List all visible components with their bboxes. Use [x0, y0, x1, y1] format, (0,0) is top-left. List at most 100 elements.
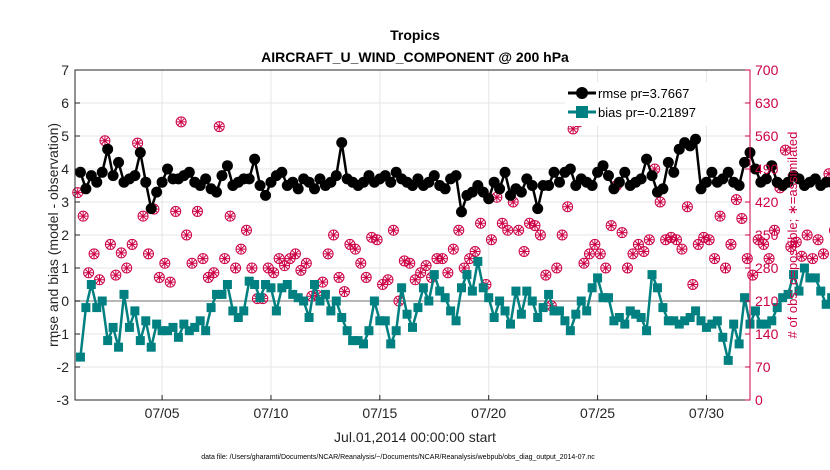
bias-point [533, 313, 543, 322]
obs-assimilated-point [802, 230, 812, 240]
obs-assimilated-point [519, 247, 529, 256]
bias-point [794, 286, 804, 296]
bias-point [141, 316, 151, 326]
obs-possible-point [534, 229, 546, 241]
obs-assimilated-point [791, 237, 801, 247]
y2-tick-label: 700 [755, 62, 779, 78]
obs-assimilated-point [497, 218, 507, 228]
y-tick-label: 5 [61, 128, 69, 144]
bias-point [511, 286, 521, 296]
bias-point [397, 283, 407, 293]
bias-point [696, 316, 706, 326]
bias-point [391, 326, 401, 336]
obs-assimilated-point [367, 232, 377, 242]
y-tick-label: 0 [61, 293, 69, 309]
bias-point [81, 303, 91, 313]
bias-point [576, 296, 586, 306]
rmse-point [657, 183, 669, 195]
bias-point [799, 263, 809, 273]
bias-point [152, 319, 162, 329]
bias-point [424, 296, 434, 306]
obs-assimilated-point [263, 263, 273, 273]
obs-possible-point [817, 248, 829, 260]
obs-possible-point [333, 271, 345, 283]
bias-point [304, 313, 314, 322]
bias-point [467, 286, 477, 296]
bias-point [108, 322, 118, 332]
bias-point [593, 273, 603, 283]
bias-point [271, 306, 281, 316]
rmse-point [260, 189, 272, 201]
obs-assimilated-point [361, 272, 371, 282]
obs-assimilated-point [198, 254, 208, 264]
rmse-point [145, 203, 157, 215]
bias-point [718, 332, 728, 342]
obs-possible-point [181, 229, 193, 241]
bias-point [173, 332, 183, 342]
bias-point [75, 352, 85, 362]
obs-assimilated-point [693, 239, 703, 249]
obs-possible-point [736, 213, 748, 224]
bias-point [353, 336, 363, 346]
bias-point [538, 303, 548, 313]
obs-assimilated-point [241, 225, 251, 235]
rmse-point [200, 173, 212, 185]
rmse-point [499, 166, 511, 178]
bias-point [97, 296, 107, 306]
bias-point [778, 293, 788, 303]
obs-possible-point [224, 210, 236, 222]
obs-assimilated-point [710, 254, 720, 264]
obs-assimilated-point [726, 239, 736, 249]
y-tick-label: 2 [61, 227, 69, 243]
obs-assimilated-point [530, 221, 540, 231]
rmse-point [766, 160, 778, 172]
y-tick-label: 1 [61, 260, 69, 276]
obs-assimilated-point [182, 230, 192, 240]
legend-box [565, 82, 743, 126]
y2-tick-label: 630 [755, 95, 779, 111]
rmse-point [722, 166, 734, 178]
rmse-point [532, 203, 544, 215]
rmse-point [80, 183, 92, 195]
rmse-point [826, 176, 830, 188]
rmse-point [700, 176, 712, 188]
rmse-point [156, 176, 168, 188]
bias-point [554, 306, 564, 316]
y-tick-label: 3 [61, 194, 69, 210]
bias-point [462, 270, 472, 280]
obs-assimilated-point [209, 268, 219, 278]
obs-possible-point [186, 257, 198, 269]
bias-point [288, 289, 298, 299]
bias-point [500, 306, 510, 316]
obs-assimilated-point [318, 277, 328, 287]
legend-rmse-marker [576, 87, 588, 99]
rmse-point [646, 170, 658, 182]
rmse-point [739, 156, 751, 168]
obs-assimilated-point [350, 244, 360, 254]
obs-possible-point [676, 243, 688, 255]
obs-assimilated-point [372, 235, 382, 245]
obs-possible-point [562, 201, 574, 213]
obs-possible-point [230, 262, 242, 274]
obs-possible-point [208, 267, 220, 279]
obs-possible-point [447, 243, 459, 255]
rmse-point [553, 176, 565, 188]
obs-possible-point [77, 210, 89, 222]
obs-assimilated-point [759, 239, 769, 249]
obs-assimilated-point [78, 211, 88, 221]
obs-assimilated-point [388, 225, 398, 235]
obs-possible-point [812, 234, 824, 246]
obs-assimilated-point [443, 268, 453, 278]
obs-assimilated-point [606, 221, 616, 231]
obs-assimilated-point [448, 244, 458, 254]
bias-point [691, 306, 701, 316]
bias-point [359, 339, 369, 349]
bias-point [179, 319, 189, 329]
bias-point [620, 319, 630, 329]
obs-assimilated-point [633, 239, 643, 249]
obs-assimilated-point [552, 263, 562, 273]
obs-assimilated-point [503, 225, 513, 235]
obs-assimilated-point [737, 214, 747, 223]
obs-assimilated-point [247, 263, 257, 273]
obs-assimilated-point [769, 225, 779, 235]
